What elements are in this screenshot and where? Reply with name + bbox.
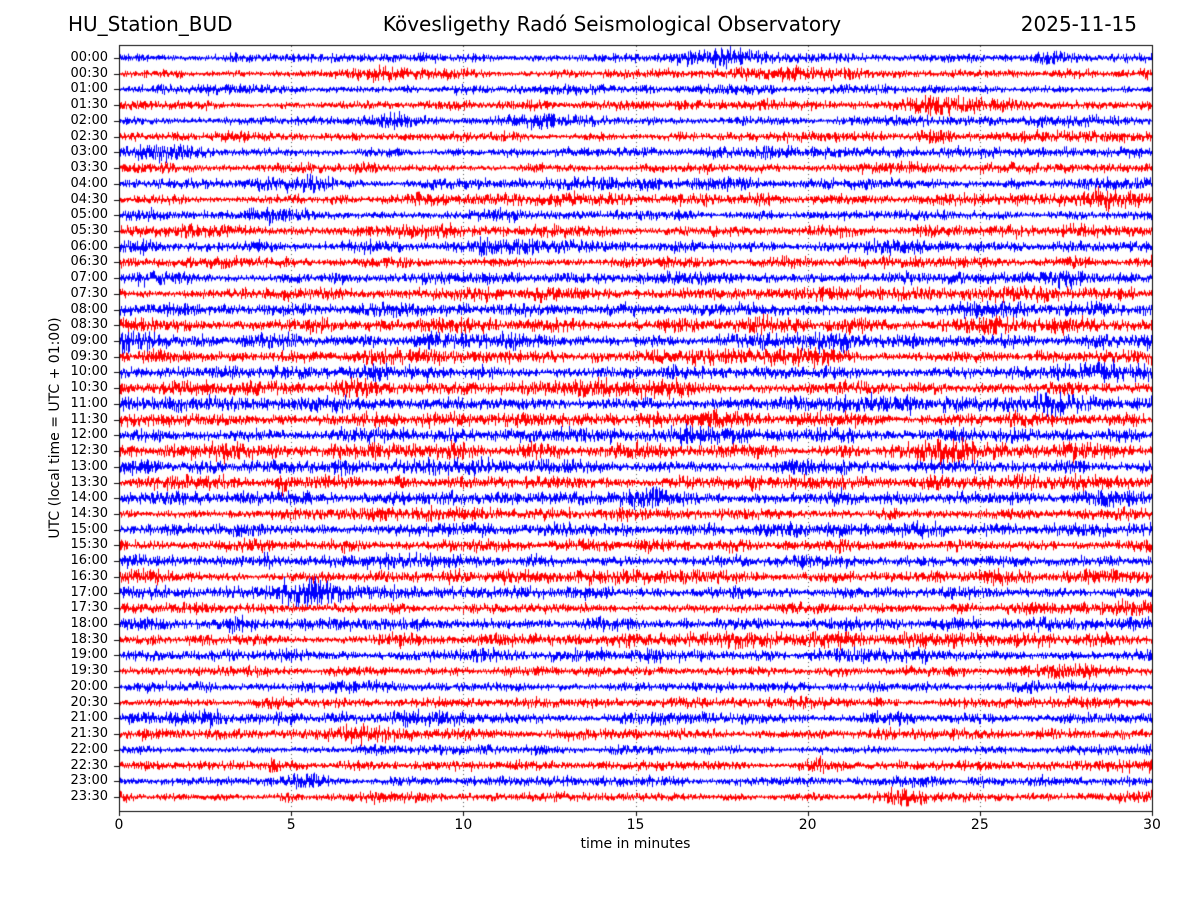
- y-tick-label: 03:30: [70, 160, 108, 176]
- y-tick-label: 05:00: [70, 207, 108, 223]
- y-tick-label: 05:30: [70, 222, 108, 238]
- y-tick-label: 15:30: [70, 537, 108, 553]
- x-tick-label: 15: [626, 817, 645, 833]
- y-tick-label: 04:30: [70, 191, 108, 207]
- y-tick-label: 14:30: [70, 505, 108, 521]
- x-tick-label: 25: [970, 817, 989, 833]
- y-tick-label: 22:30: [70, 757, 108, 773]
- y-tick-label: 12:30: [70, 443, 108, 459]
- y-tick-label: 21:00: [70, 710, 108, 726]
- y-tick-label: 01:30: [70, 97, 108, 113]
- y-tick-label: 16:30: [70, 568, 108, 584]
- x-tick-label: 5: [286, 817, 296, 833]
- y-tick-label: 17:30: [70, 600, 108, 616]
- y-tick-label: 18:30: [70, 631, 108, 647]
- y-tick-label: 19:00: [70, 647, 108, 663]
- y-tick-label: 06:00: [70, 238, 108, 254]
- y-tick-label: 00:00: [70, 50, 108, 65]
- y-tick-label: 14:00: [70, 490, 108, 506]
- y-tick-label: 13:00: [70, 458, 108, 474]
- y-tick-label: 07:00: [70, 270, 108, 286]
- y-tick-label: 08:00: [70, 301, 108, 317]
- y-tick-label: 23:00: [70, 773, 108, 789]
- y-tick-label: 00:30: [70, 65, 108, 81]
- y-tick-label: 19:30: [70, 663, 108, 679]
- y-tick-label: 02:30: [70, 128, 108, 144]
- y-tick-label: 15:00: [70, 521, 108, 537]
- x-tick-label: 30: [1143, 817, 1161, 833]
- y-tick-label: 13:30: [70, 474, 108, 490]
- y-tick-label: 20:30: [70, 694, 108, 710]
- observatory-title: Kövesligethy Radó Seismological Observat…: [382, 12, 842, 36]
- y-tick-label: 01:00: [70, 81, 108, 97]
- x-tick-label: 10: [454, 817, 473, 833]
- y-tick-label: 02:00: [70, 112, 108, 128]
- y-tick-label: 10:00: [70, 364, 108, 380]
- x-tick-label: 20: [798, 817, 817, 833]
- y-tick-label: 06:30: [70, 254, 108, 270]
- y-tick-label: 03:00: [70, 144, 108, 160]
- y-tick-label: 07:30: [70, 285, 108, 301]
- x-axis-label: time in minutes: [580, 836, 691, 852]
- y-tick-label: 08:30: [70, 317, 108, 333]
- y-tick-label: 18:00: [70, 616, 108, 632]
- date-title: 2025-11-15: [1020, 12, 1137, 36]
- y-tick-label: 09:30: [70, 348, 108, 364]
- y-tick-label: 16:00: [70, 553, 108, 569]
- y-tick-label: 23:30: [70, 789, 108, 804]
- y-tick-label: 20:00: [70, 678, 108, 694]
- station-title: HU_Station_BUD: [68, 12, 233, 36]
- y-tick-label: 11:00: [70, 395, 108, 411]
- y-tick-label: 22:00: [70, 741, 108, 757]
- x-tick-label: 0: [114, 817, 124, 833]
- y-tick-label: 12:00: [70, 427, 108, 443]
- y-tick-label: 04:00: [70, 175, 108, 191]
- y-tick-label: 11:30: [70, 411, 108, 427]
- y-tick-label: 17:00: [70, 584, 108, 600]
- y-tick-label: 21:30: [70, 726, 108, 742]
- y-tick-label: 09:00: [70, 333, 108, 349]
- y-tick-label: 10:30: [70, 380, 108, 396]
